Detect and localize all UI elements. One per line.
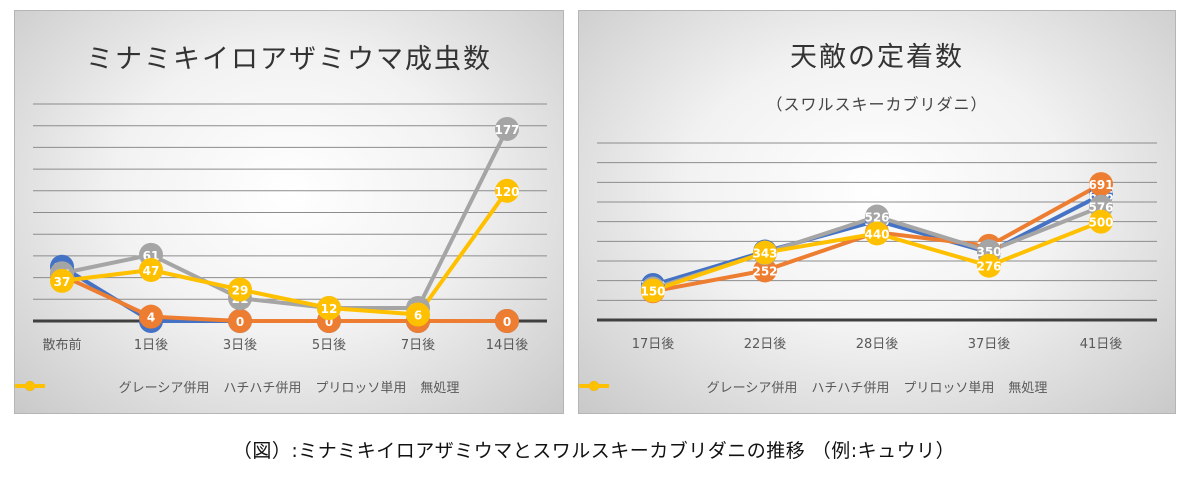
- x-tick-label: 3日後: [223, 338, 257, 353]
- data-label: 0: [236, 315, 244, 329]
- legend-item: 無処理: [15, 377, 460, 396]
- data-point: [228, 309, 252, 333]
- x-tick-label: 22日後: [744, 337, 787, 352]
- data-label: 6: [414, 308, 422, 322]
- data-point: [406, 302, 430, 327]
- data-point: [495, 309, 519, 333]
- data-point: [753, 258, 777, 283]
- x-tick-label: 散布前: [42, 337, 81, 353]
- data-label: 47: [143, 264, 160, 278]
- legend-swatch-marker: [589, 381, 599, 391]
- legend-item: プリロッソ単用: [579, 377, 995, 396]
- series-line: [60, 273, 509, 323]
- legend-label: プリロッソ単用: [315, 381, 407, 396]
- data-point: [50, 268, 74, 293]
- data-point: [228, 277, 252, 302]
- data-label: 252: [752, 264, 777, 278]
- legend-swatch: [579, 381, 609, 391]
- legend-item: プリロッソ単用: [15, 377, 407, 396]
- legend-item: ハチハチ併用: [15, 377, 302, 396]
- x-tick-label: 7日後: [401, 338, 435, 353]
- chart-legend: グレーシア併用 ハチハチ併用 プリロッソ単用 無処理: [15, 377, 563, 396]
- data-point: [139, 304, 163, 329]
- series-line: [60, 264, 509, 323]
- legend-item: 無処理: [579, 377, 1048, 396]
- data-point: [641, 278, 665, 303]
- data-label: 12: [321, 302, 338, 316]
- data-label: 0: [503, 315, 511, 329]
- data-point: [495, 116, 519, 141]
- chart-legend: グレーシア併用 ハチハチ併用 プリロッソ単用 無処理: [579, 377, 1175, 396]
- x-tick-label: 17日後: [632, 337, 675, 352]
- x-tick-label: 5日後: [312, 338, 346, 353]
- legend-label: プリロッソ単用: [903, 381, 995, 396]
- data-point: [1089, 172, 1113, 197]
- data-label: 0: [325, 315, 333, 329]
- legend-swatch-marker: [25, 381, 35, 391]
- data-label: 4: [147, 311, 155, 325]
- series-line: [60, 126, 509, 310]
- legend-item: グレーシア併用: [579, 377, 798, 396]
- series-line: [60, 188, 509, 317]
- data-label: 691: [1088, 178, 1113, 192]
- data-label: 177: [494, 123, 519, 137]
- x-tick-label: 14日後: [486, 338, 529, 353]
- figure-caption: （図）:ミナミキイロアザミウマとスワルスキーカブリダニの推移 （例:キュウリ）: [232, 440, 956, 462]
- data-label: 440: [864, 227, 889, 241]
- legend-label: ハチハチ併用: [223, 381, 302, 396]
- legend-swatch: [15, 381, 45, 391]
- legend-item: グレーシア併用: [15, 377, 210, 396]
- chart-title: 天敵の定着数: [790, 42, 964, 73]
- data-label: 37: [54, 275, 71, 289]
- legend-label: ハチハチ併用: [811, 381, 890, 396]
- legend-label: グレーシア併用: [706, 381, 798, 396]
- x-tick-label: 28日後: [856, 337, 899, 352]
- data-label: 576: [1088, 201, 1113, 215]
- x-tick-label: 41日後: [1080, 337, 1123, 352]
- data-label: 343: [752, 247, 777, 261]
- legend-label: 無処理: [420, 381, 460, 396]
- legend-item: ハチハチ併用: [579, 377, 890, 396]
- chart-plot-thrips: 散布前1日後3日後5日後7日後14日後500000042400004461211…: [33, 103, 547, 353]
- data-point: [317, 295, 341, 320]
- chart-title: ミナミキイロアザミウマ成虫数: [86, 44, 492, 75]
- chart-panel-thrips: ミナミキイロアザミウマ成虫数 散布前1日後3日後5日後7日後14日後500000…: [14, 10, 564, 414]
- data-label: 526: [864, 211, 889, 225]
- data-point: [977, 253, 1001, 278]
- chart-plot-predator: 17日後22日後28日後37日後41日後17834850534463614625…: [597, 142, 1157, 352]
- legend-label: 無処理: [1008, 381, 1048, 396]
- data-point: [865, 221, 889, 246]
- data-label: 276: [976, 260, 1001, 274]
- chart-subtitle: （スワルスキーカブリダニ）: [766, 95, 988, 114]
- data-label: 150: [640, 285, 665, 299]
- data-point: [495, 178, 519, 203]
- x-tick-label: 37日後: [968, 337, 1011, 352]
- data-point: [865, 204, 889, 229]
- legend-label: グレーシア併用: [118, 381, 210, 396]
- data-point: [139, 258, 163, 283]
- data-label: 500: [1088, 216, 1113, 230]
- data-point: [753, 240, 777, 265]
- chart-panel-predator: 天敵の定着数 （スワルスキーカブリダニ） 17日後 22日後 28日後 37日後 41日…: [578, 10, 1176, 414]
- data-label: 29: [232, 284, 249, 298]
- data-label: 120: [494, 185, 519, 199]
- x-tick-label: 1日後: [134, 338, 168, 353]
- data-point: [1089, 209, 1113, 234]
